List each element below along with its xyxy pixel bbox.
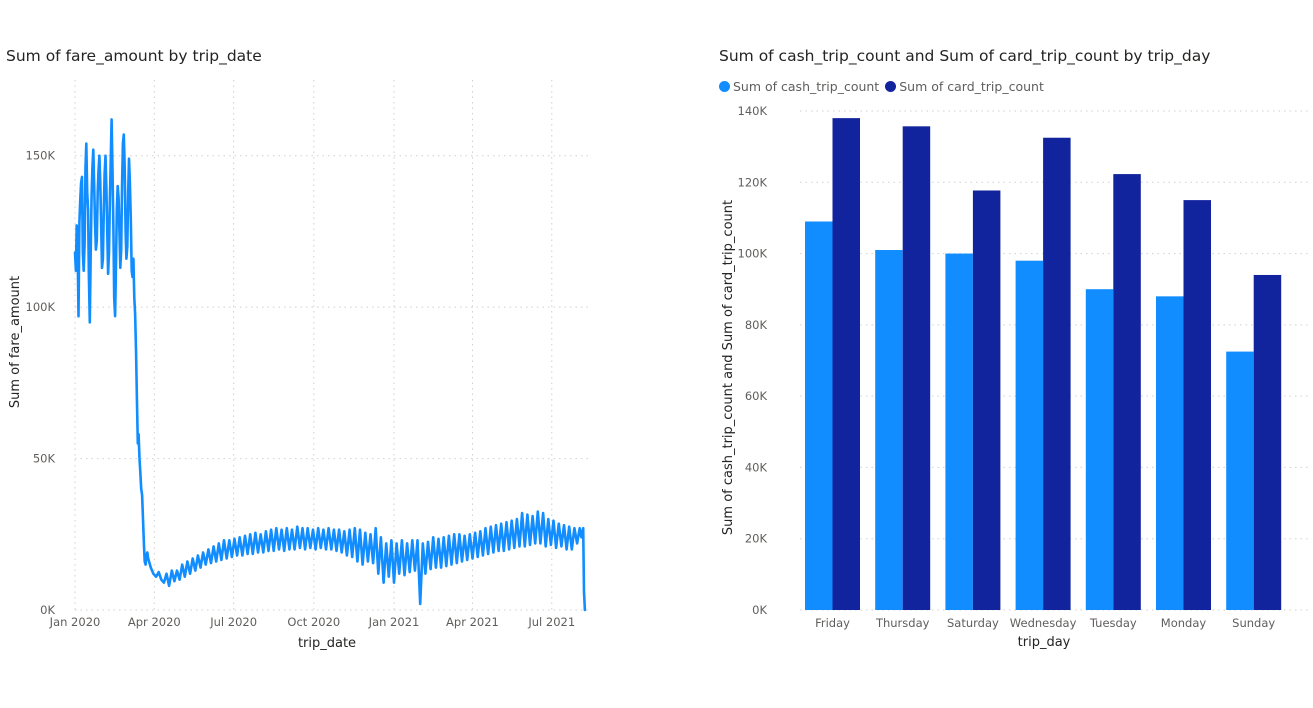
bar-x-tick-label: Saturday	[947, 616, 999, 630]
bar-cash-wednesday[interactable]	[1015, 260, 1044, 610]
bar-card-monday[interactable]	[1183, 200, 1212, 610]
fare-amount-line-chart[interactable]: 0K 50K 100K 150K Jan 2020 Apr 2020 Jul 2020 Oct…	[0, 0, 620, 708]
line-y-tick-label: 100K	[26, 300, 56, 314]
bar-card-thursday[interactable]	[902, 126, 931, 611]
line-y-tick-label: 150K	[26, 149, 56, 163]
line-x-tick-label: Jul 2020	[209, 615, 257, 629]
bar-group-saturday	[945, 190, 1001, 611]
fare-amount-line-visual[interactable]: Sum of fare_amount by trip_date 0K 50K 100…	[0, 0, 620, 708]
line-x-tick-label: Oct 2020	[287, 615, 340, 629]
bar-gridlines	[800, 110, 1310, 611]
bar-x-tick-label: Sunday	[1232, 616, 1275, 630]
legend-marker-card-icon	[885, 81, 897, 92]
bar-group-friday	[805, 118, 860, 610]
bar-card-wednesday[interactable]	[1043, 137, 1071, 610]
legend-label-card: Sum of card_trip_count	[899, 79, 1044, 94]
bar-y-tick-label: 120K	[738, 175, 768, 189]
bar-group-sunday	[1226, 274, 1282, 610]
legend-item-card[interactable]: Sum of card_trip_count	[885, 79, 1044, 94]
line-gridlines	[74, 80, 591, 611]
bar-group-wednesday	[1015, 137, 1071, 610]
bar-group-thursday	[875, 126, 931, 611]
line-x-tick-label: Apr 2020	[128, 615, 181, 629]
bar-x-tick-label: Friday	[815, 616, 850, 630]
bar-card-saturday[interactable]	[972, 190, 1001, 610]
trip-count-bar-visual[interactable]: Sum of cash_trip_count and Sum of card_t…	[700, 0, 1313, 708]
bar-card-sunday[interactable]	[1253, 274, 1282, 610]
legend-marker-cash-icon	[719, 81, 730, 92]
legend-item-cash[interactable]: Sum of cash_trip_count	[719, 79, 879, 94]
bar-y-tick-label: 140K	[738, 104, 768, 118]
bar-y-tick-label: 80K	[745, 318, 768, 332]
line-y-axis-title: Sum of fare_amount	[8, 276, 23, 408]
bar-cash-friday[interactable]	[805, 221, 833, 610]
legend-label-cash: Sum of cash_trip_count	[733, 79, 880, 94]
bar-cash-saturday[interactable]	[945, 253, 973, 611]
line-x-tick-label: Jan 2020	[49, 615, 101, 629]
trip-count-bar-chart[interactable]: 0K 20K 40K 60K 80K 100K 120K 140K Friday Thursday…	[700, 0, 1313, 708]
line-x-tick-label: Apr 2021	[446, 615, 499, 629]
bar-y-tick-label: 40K	[745, 460, 768, 474]
line-x-tick-label: Jan 2021	[368, 615, 420, 629]
fare-amount-series-line[interactable]	[73, 118, 587, 612]
bar-x-tick-label: Monday	[1161, 616, 1207, 630]
line-x-axis-title: trip_date	[298, 636, 356, 651]
bar-group-monday	[1156, 200, 1211, 610]
bar-cash-sunday[interactable]	[1226, 351, 1254, 610]
bar-y-tick-label: 0K	[752, 603, 767, 617]
bar-x-tick-label: Tuesday	[1089, 616, 1137, 630]
bar-x-axis-title: trip_day	[1018, 635, 1071, 650]
bar-card-tuesday[interactable]	[1113, 174, 1141, 610]
bar-group-tuesday	[1085, 174, 1141, 610]
bar-cash-monday[interactable]	[1156, 296, 1184, 610]
line-y-tick-label: 0K	[40, 603, 55, 617]
line-x-tick-label: Jul 2021	[527, 615, 575, 629]
bar-card-friday[interactable]	[832, 118, 861, 610]
bar-y-tick-label: 100K	[738, 247, 768, 261]
bar-y-tick-label: 20K	[745, 532, 768, 546]
bar-chart-title: Sum of cash_trip_count and Sum of card_t…	[719, 47, 1211, 65]
bar-x-tick-label: Thursday	[875, 616, 930, 630]
bar-chart-legend: Sum of cash_trip_count Sum of card_trip_…	[719, 79, 1050, 94]
bar-y-tick-label: 60K	[745, 389, 768, 403]
line-y-tick-label: 50K	[33, 452, 56, 466]
bar-y-axis-title: Sum of cash_trip_count and Sum of card_t…	[721, 200, 736, 535]
bar-x-tick-label: Wednesday	[1010, 616, 1077, 630]
bar-cash-tuesday[interactable]	[1085, 289, 1114, 610]
line-chart-title: Sum of fare_amount by trip_date	[6, 47, 262, 65]
bar-cash-thursday[interactable]	[875, 250, 903, 610]
